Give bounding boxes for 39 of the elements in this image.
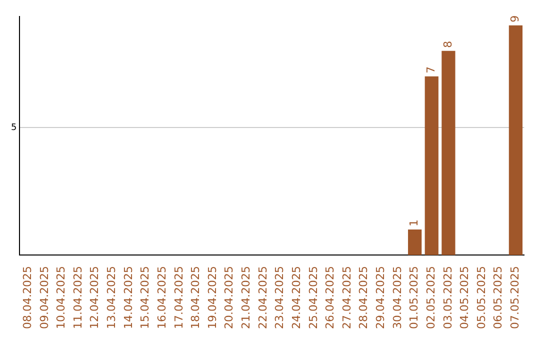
bar — [508, 25, 523, 256]
x-tick-label: 05.05.2025 — [474, 266, 488, 330]
data-label: 8 — [441, 40, 454, 48]
x-tick-label: 18.04.2025 — [189, 266, 202, 330]
data-label: 1 — [408, 220, 421, 226]
bar — [408, 230, 422, 256]
x-tick-label: 29.04.2025 — [374, 266, 388, 330]
x-tick-label: 16.04.2025 — [155, 266, 168, 330]
x-tick-label: 26.04.2025 — [324, 266, 337, 330]
x-tick-label: 17.04.2025 — [172, 266, 186, 330]
x-tick-label: 14.04.2025 — [122, 266, 135, 330]
x-tick-label: 04.05.2025 — [458, 266, 472, 330]
x-tick-label: 15.04.2025 — [138, 266, 152, 330]
y-tick-label: 5 — [10, 122, 17, 133]
x-tick-label: 10.04.2025 — [54, 266, 68, 330]
x-tick-label: 28.04.2025 — [357, 266, 370, 330]
bar — [424, 76, 438, 256]
x-tick-label: 27.04.2025 — [340, 266, 354, 330]
bar — [442, 50, 456, 256]
data-label: 7 — [424, 66, 438, 74]
x-tick-label: 08.04.2025 — [20, 266, 34, 330]
x-tick-label: 07.05.2025 — [508, 266, 522, 330]
x-tick-label: 24.04.2025 — [290, 266, 303, 330]
x-tick-label: 12.04.2025 — [88, 266, 102, 330]
x-tick-label: 02.05.2025 — [424, 266, 438, 330]
x-tick-label: 09.04.2025 — [38, 266, 51, 330]
x-tick-label: 06.05.2025 — [492, 266, 505, 330]
x-tick-label: 13.04.2025 — [105, 266, 118, 330]
x-tick-label: 21.04.2025 — [240, 266, 253, 330]
x-tick-label: 30.04.2025 — [390, 266, 404, 330]
x-tick-label: 01.05.2025 — [408, 266, 421, 330]
x-tick-label: 25.04.2025 — [306, 266, 320, 330]
x-tick-label: 19.04.2025 — [206, 266, 219, 330]
x-tick-label: 20.04.2025 — [222, 266, 236, 330]
x-tick-label: 22.04.2025 — [256, 266, 270, 330]
x-tick-label: 11.04.2025 — [71, 266, 84, 330]
x-tick-label: 23.04.2025 — [273, 266, 286, 330]
data-label: 9 — [508, 15, 522, 22]
x-tick-label: 03.05.2025 — [441, 266, 454, 330]
